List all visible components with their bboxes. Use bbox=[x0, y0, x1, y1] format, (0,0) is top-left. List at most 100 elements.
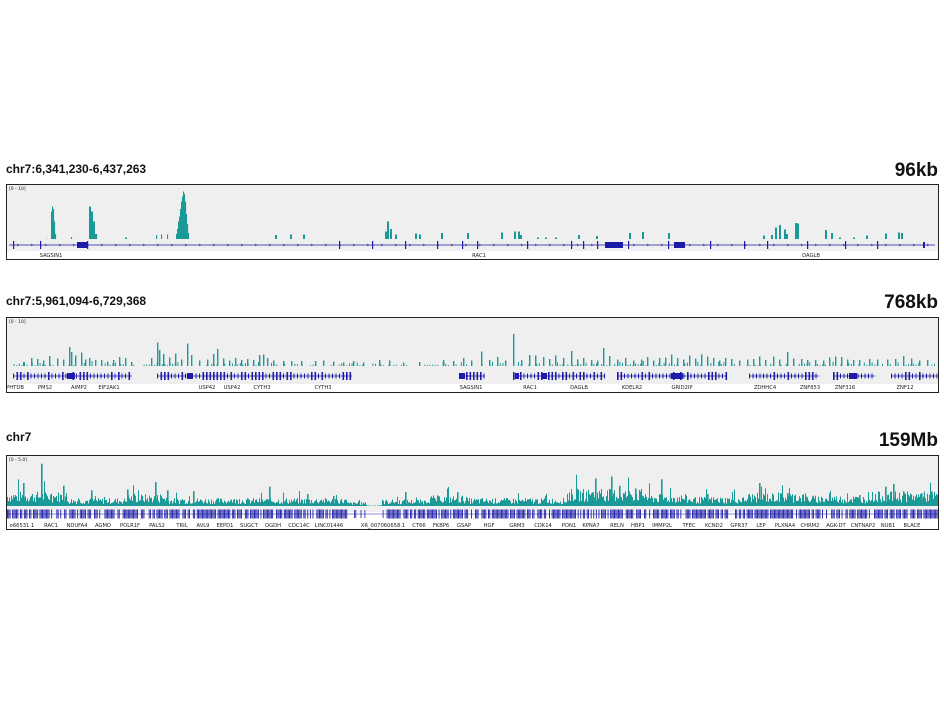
gene-exon bbox=[394, 509, 396, 519]
signal-bar bbox=[698, 503, 699, 506]
gene-exon bbox=[800, 509, 801, 519]
gene-exon bbox=[20, 372, 22, 380]
signal-peak bbox=[183, 234, 185, 239]
signal-bar bbox=[275, 503, 276, 506]
signal-peak bbox=[191, 355, 193, 366]
gene-exon bbox=[312, 509, 314, 519]
signal-bar bbox=[700, 503, 701, 506]
signal-peak bbox=[583, 358, 585, 366]
signal-bar bbox=[723, 502, 724, 506]
signal-bar bbox=[454, 500, 455, 506]
signal-bar bbox=[83, 502, 84, 506]
gene-exon bbox=[241, 509, 242, 519]
signal-bar bbox=[817, 503, 818, 506]
signal-bar bbox=[243, 502, 244, 506]
gene-label: USP42 bbox=[199, 385, 216, 391]
gene-block bbox=[605, 242, 623, 248]
signal-peak bbox=[497, 357, 499, 366]
gene-exon bbox=[607, 509, 609, 519]
signal-bar bbox=[749, 493, 750, 506]
gene-exon bbox=[476, 509, 478, 519]
signal-bar bbox=[298, 503, 299, 506]
signal-bar bbox=[669, 501, 670, 506]
signal-bar bbox=[874, 364, 876, 366]
signal-bar bbox=[513, 498, 514, 506]
gene-exon bbox=[666, 509, 667, 519]
signal-bar bbox=[338, 364, 340, 366]
gene-exon bbox=[114, 373, 116, 379]
gene-exon bbox=[51, 373, 53, 379]
strand-arrow bbox=[366, 243, 370, 247]
signal-bar bbox=[455, 364, 457, 366]
signal-track[interactable]: [0 - 10] SAGSIN1 RAC1 DAGLB bbox=[6, 184, 939, 260]
gene-exon bbox=[307, 509, 309, 519]
signal-bar bbox=[159, 502, 160, 506]
signal-bar bbox=[837, 501, 838, 506]
gene-exon bbox=[615, 509, 617, 519]
signal-bar bbox=[536, 363, 538, 366]
signal-bar bbox=[396, 501, 397, 506]
signal-bar bbox=[137, 501, 138, 506]
signal-bar bbox=[9, 497, 10, 506]
signal-bar bbox=[211, 363, 213, 366]
signal-bar bbox=[637, 499, 638, 506]
signal-bar bbox=[763, 493, 764, 506]
signal-bar bbox=[171, 500, 172, 506]
gene-exon bbox=[638, 373, 639, 379]
gene-exon bbox=[865, 509, 866, 519]
gene-exon bbox=[207, 509, 209, 519]
signal-peak bbox=[441, 233, 443, 239]
gene-label: RAC1 bbox=[472, 253, 486, 259]
signal-bar bbox=[480, 499, 481, 506]
signal-peak bbox=[169, 357, 171, 366]
signal-peak bbox=[69, 347, 71, 366]
gene-exon bbox=[553, 509, 554, 519]
gene-exon bbox=[559, 509, 561, 519]
signal-bar bbox=[90, 498, 91, 506]
signal-bar bbox=[750, 496, 751, 506]
gene-exon bbox=[433, 509, 435, 519]
gene-exon bbox=[318, 373, 319, 379]
signal-bar bbox=[672, 501, 673, 506]
gene-exon bbox=[415, 509, 417, 519]
signal-bar bbox=[576, 474, 577, 506]
gene-exon bbox=[226, 509, 228, 519]
signal-peak bbox=[263, 354, 265, 366]
signal-bar bbox=[332, 499, 333, 506]
gene-label: DAGLB bbox=[802, 253, 820, 259]
gene-exon bbox=[896, 509, 898, 519]
gene-exon bbox=[538, 509, 540, 519]
signal-peak bbox=[113, 360, 115, 366]
signal-bar bbox=[840, 496, 841, 506]
signal-track[interactable]: [0 - 5.0] o66531.1 RAC1 NDUFA4 AGMO POLR1F PAL… bbox=[6, 455, 939, 530]
signal-bar bbox=[502, 500, 503, 506]
signal-bar bbox=[71, 237, 73, 239]
signal-bar bbox=[201, 500, 202, 506]
gene-exon bbox=[758, 509, 760, 519]
signal-peak bbox=[395, 234, 397, 239]
gene-exon bbox=[584, 509, 586, 519]
gene-exon bbox=[169, 509, 171, 519]
track-background bbox=[7, 185, 938, 251]
strand-arrow bbox=[212, 243, 216, 247]
signal-bar bbox=[471, 498, 472, 506]
gene-exon bbox=[355, 510, 357, 518]
signal-peak bbox=[765, 360, 767, 366]
gene-exon bbox=[926, 509, 927, 519]
gene-exon bbox=[815, 509, 817, 519]
signal-bar bbox=[245, 363, 246, 366]
gene-label: EIF2AK1 bbox=[98, 385, 119, 391]
signal-bar bbox=[262, 499, 263, 506]
signal-peak bbox=[775, 227, 777, 239]
signal-track[interactable]: [0 - 10] PHTDB PMS2 AIMP2 EIF2AK1 USP42 USP42 C… bbox=[6, 317, 939, 393]
gene-exon bbox=[880, 509, 882, 519]
gene-label: SUGCT bbox=[240, 523, 259, 529]
signal-bar bbox=[178, 500, 179, 506]
gene-exon bbox=[744, 241, 746, 249]
signal-bar bbox=[559, 503, 560, 506]
signal-bar bbox=[646, 496, 647, 506]
gene-exon bbox=[438, 509, 440, 519]
signal-bar bbox=[382, 365, 384, 366]
signal-bar bbox=[362, 364, 363, 366]
signal-bar bbox=[172, 503, 173, 506]
